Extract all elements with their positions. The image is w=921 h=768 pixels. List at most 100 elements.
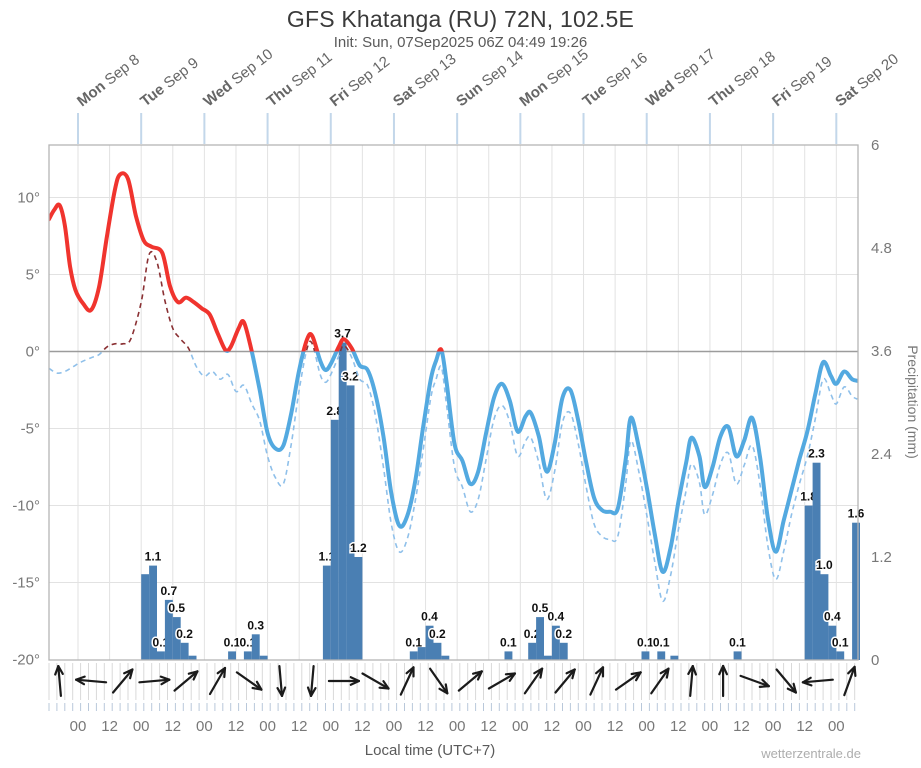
precip-bar	[641, 651, 650, 660]
svg-text:00: 00	[133, 718, 150, 735]
precip-bar	[828, 625, 837, 660]
wind-arrow	[775, 668, 798, 694]
wind-arrow	[801, 676, 834, 687]
svg-text:-20°: -20°	[12, 652, 40, 669]
svg-text:12: 12	[164, 718, 181, 735]
day-label: Fri Sep 19	[769, 53, 835, 110]
precip-bar	[243, 651, 252, 660]
day-label: Sat Sep 13	[390, 51, 460, 111]
precip-bar	[733, 651, 742, 660]
svg-text:12: 12	[228, 718, 245, 735]
precip-bar	[551, 625, 560, 660]
svg-text:5°: 5°	[26, 267, 40, 284]
day-label: Wed Sep 17	[643, 46, 719, 111]
day-label: Sun Sep 14	[453, 47, 527, 110]
svg-text:00: 00	[765, 718, 782, 735]
plot-border	[48, 144, 859, 661]
svg-text:1.2: 1.2	[871, 549, 892, 566]
precip-value-label: 1.0	[816, 558, 833, 572]
wind-arrow	[306, 664, 317, 698]
day-label: Tue Sep 9	[137, 54, 202, 110]
svg-text:-5°: -5°	[21, 421, 40, 438]
precip-value-label: 0.4	[421, 610, 438, 624]
wind-arrow	[650, 667, 670, 695]
precip-bar	[251, 634, 260, 660]
wind-arrow	[399, 666, 415, 696]
svg-text:00: 00	[386, 718, 403, 735]
wind-arrow	[173, 670, 199, 692]
precip-bar	[354, 557, 363, 660]
svg-text:6: 6	[871, 137, 879, 154]
precip-bar	[417, 647, 426, 660]
temperature-line-warm	[49, 171, 445, 352]
svg-text:00: 00	[512, 718, 529, 735]
svg-text:12: 12	[733, 718, 750, 735]
precip-bar	[228, 651, 236, 660]
svg-text:12: 12	[291, 718, 308, 735]
x-axis-label: Local time (UTC+7)	[364, 742, 496, 759]
precip-bar	[670, 655, 679, 660]
svg-text:0°: 0°	[26, 344, 40, 361]
day-label: Mon Sep 15	[516, 46, 592, 110]
precip-value-label: 0.5	[168, 601, 185, 615]
precip-bar	[804, 505, 813, 660]
precip-value-label: 0.1	[405, 635, 422, 649]
grid	[49, 145, 858, 660]
wind-arrow	[235, 671, 263, 691]
precip-value-label: 0.7	[160, 584, 177, 598]
precip-value-label: 0.1	[729, 635, 746, 649]
wind-arrow	[589, 666, 605, 696]
wind-arrow	[487, 672, 517, 690]
precip-bar	[657, 651, 666, 660]
svg-text:00: 00	[449, 718, 466, 735]
precip-value-label: 3.2	[342, 369, 359, 383]
precip-bar	[164, 599, 173, 660]
precip-value-label: 0.1	[832, 635, 849, 649]
precip-bar	[441, 655, 450, 660]
wind-arrow	[75, 675, 108, 686]
precip-value-label: 1.1	[145, 550, 162, 564]
wind-arrow	[739, 674, 770, 689]
wind-strip-comb	[48, 663, 856, 711]
wind-arrow	[327, 676, 360, 686]
precip-bar	[836, 651, 845, 660]
svg-text:12: 12	[796, 718, 813, 735]
wind-arrow	[457, 670, 483, 692]
svg-text:00: 00	[259, 718, 276, 735]
svg-text:00: 00	[196, 718, 213, 735]
page-title: GFS Khatanga (RU) 72N, 102.5E	[286, 6, 635, 32]
wind-arrow	[843, 665, 857, 697]
precip-bar	[504, 651, 513, 660]
precip-bar	[149, 565, 157, 660]
wind-arrow	[276, 664, 287, 698]
wind-arrow	[111, 668, 134, 694]
svg-text:10°: 10°	[17, 190, 40, 207]
precip-value-label: 0.3	[247, 618, 264, 632]
precip-bar	[852, 522, 860, 660]
wind-arrow	[718, 664, 729, 698]
svg-text:12: 12	[607, 718, 624, 735]
svg-text:12: 12	[354, 718, 371, 735]
precip-bar	[544, 655, 552, 660]
precip-value-label: 0.1	[224, 635, 241, 649]
precip-bar	[322, 565, 331, 660]
svg-text:00: 00	[828, 718, 845, 735]
wind-arrow	[554, 668, 576, 694]
svg-text:0: 0	[871, 652, 879, 669]
wind-arrow	[523, 667, 544, 695]
wind-arrows	[54, 664, 857, 698]
svg-text:00: 00	[70, 718, 87, 735]
precip-bar	[188, 655, 197, 660]
temp-axis-labels: 10° 5° 0° -5° -10° -15° -20°	[12, 190, 40, 669]
day-ticks	[77, 113, 838, 144]
svg-text:4.8: 4.8	[871, 240, 892, 257]
precip-bar	[528, 642, 537, 660]
svg-text:12: 12	[480, 718, 497, 735]
precip-bar	[559, 642, 568, 660]
precip-bar	[812, 462, 821, 660]
day-label: Mon Sep 8	[74, 51, 143, 110]
precip-axis-title: Precipitation (mm)	[905, 345, 921, 459]
precip-bar	[820, 574, 829, 660]
precip-bars: 1.10.10.70.50.20.1 0.10.31.12.83.73.21.20…	[141, 325, 866, 660]
day-label: Wed Sep 10	[200, 46, 276, 111]
